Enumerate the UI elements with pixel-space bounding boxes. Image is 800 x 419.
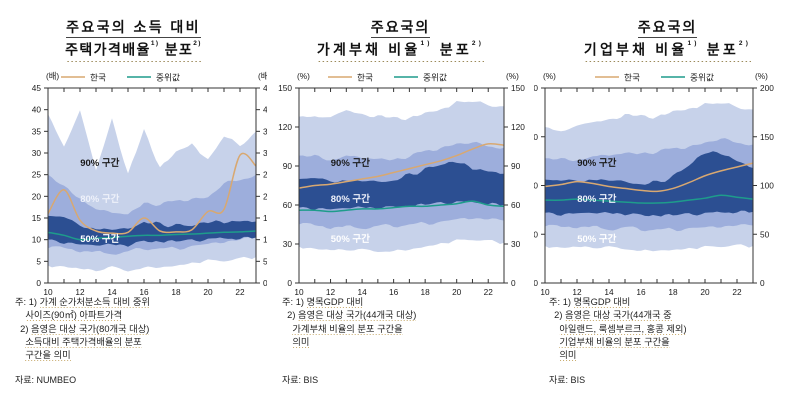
svg-text:80% 구간: 80% 구간: [577, 193, 616, 205]
svg-text:60: 60: [511, 200, 521, 210]
svg-text:(배): (배): [258, 71, 267, 81]
svg-text:50% 구간: 50% 구간: [80, 233, 119, 245]
svg-text:150: 150: [534, 132, 538, 142]
svg-text:15: 15: [32, 213, 42, 223]
svg-text:0: 0: [511, 278, 516, 288]
svg-text:30: 30: [511, 239, 521, 249]
svg-text:200: 200: [760, 83, 774, 93]
svg-text:22: 22: [235, 287, 245, 297]
svg-text:120: 120: [511, 122, 525, 132]
svg-text:0: 0: [760, 278, 765, 288]
svg-text:50% 구간: 50% 구간: [331, 233, 370, 245]
svg-text:150: 150: [511, 83, 525, 93]
svg-text:10: 10: [32, 235, 42, 245]
svg-text:0: 0: [534, 278, 538, 288]
svg-text:40: 40: [32, 105, 42, 115]
svg-text:100: 100: [760, 181, 774, 191]
svg-text:20: 20: [203, 287, 213, 297]
svg-text:20: 20: [700, 287, 710, 297]
svg-text:18: 18: [421, 287, 431, 297]
svg-text:150: 150: [760, 132, 774, 142]
svg-text:120: 120: [278, 122, 292, 132]
svg-text:90% 구간: 90% 구간: [577, 157, 616, 169]
svg-text:(%): (%): [543, 71, 556, 81]
svg-text:(%): (%): [755, 71, 768, 81]
svg-text:90: 90: [511, 161, 521, 171]
svg-text:22: 22: [732, 287, 742, 297]
svg-text:80% 구간: 80% 구간: [80, 193, 119, 205]
svg-text:5: 5: [36, 256, 41, 266]
svg-text:30: 30: [32, 148, 42, 158]
svg-text:20: 20: [452, 287, 462, 297]
svg-text:50: 50: [760, 229, 770, 239]
svg-text:90% 구간: 90% 구간: [80, 157, 119, 169]
svg-text:150: 150: [278, 83, 292, 93]
svg-text:200: 200: [534, 83, 538, 93]
svg-text:90: 90: [283, 161, 293, 171]
svg-text:50% 구간: 50% 구간: [577, 233, 616, 245]
svg-text:45: 45: [32, 83, 42, 93]
svg-text:(%): (%): [297, 71, 310, 81]
svg-text:100: 100: [534, 181, 538, 191]
svg-text:90% 구간: 90% 구간: [331, 157, 370, 169]
svg-text:20: 20: [32, 191, 42, 201]
svg-text:60: 60: [283, 200, 293, 210]
svg-text:22: 22: [484, 287, 494, 297]
svg-text:50: 50: [534, 229, 538, 239]
svg-text:0: 0: [36, 278, 41, 288]
svg-text:30: 30: [283, 239, 293, 249]
svg-text:18: 18: [171, 287, 181, 297]
svg-text:(%): (%): [506, 71, 519, 81]
svg-text:80% 구간: 80% 구간: [331, 193, 370, 205]
svg-text:(배): (배): [46, 71, 59, 81]
svg-text:0: 0: [287, 278, 292, 288]
svg-text:25: 25: [32, 170, 42, 180]
svg-text:35: 35: [32, 126, 42, 136]
